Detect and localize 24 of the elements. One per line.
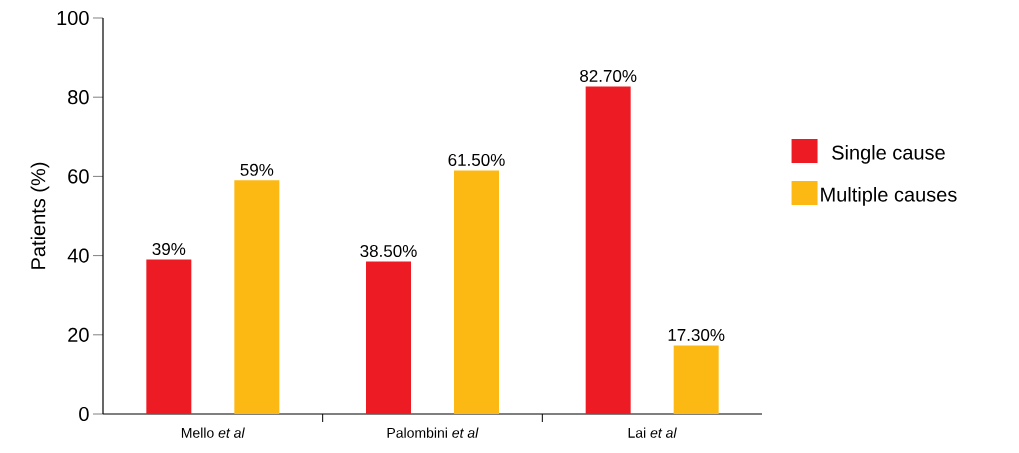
bar bbox=[234, 180, 280, 414]
y-axis-title: Patients (%) bbox=[30, 162, 50, 269]
data-label: 38.50% bbox=[360, 244, 417, 258]
bar bbox=[366, 261, 411, 414]
bar bbox=[146, 259, 192, 414]
y-tick-label: 0 bbox=[79, 406, 89, 422]
x-tick-label: Lai et al bbox=[628, 427, 677, 438]
bar bbox=[454, 170, 499, 414]
y-tick-label: 40 bbox=[67, 248, 89, 263]
x-tick-label: Palombini et al bbox=[387, 427, 479, 438]
legend-label: Multiple causes bbox=[821, 186, 957, 206]
data-label: 17.30% bbox=[668, 328, 725, 341]
data-label: 59% bbox=[240, 163, 274, 176]
y-tick-label: 80 bbox=[68, 90, 89, 105]
data-label: 39% bbox=[152, 243, 186, 256]
y-tick-label: 20 bbox=[68, 327, 89, 342]
x-tick-label: Mello et al bbox=[181, 427, 245, 438]
bar bbox=[673, 345, 719, 414]
y-tick-label: 60 bbox=[68, 169, 89, 184]
bar bbox=[585, 86, 631, 414]
data-label: 82.70% bbox=[580, 69, 637, 82]
y-tick-label: 100 bbox=[57, 10, 89, 26]
legend-label: Single cause bbox=[832, 144, 945, 164]
data-label: 61.50% bbox=[448, 153, 505, 166]
